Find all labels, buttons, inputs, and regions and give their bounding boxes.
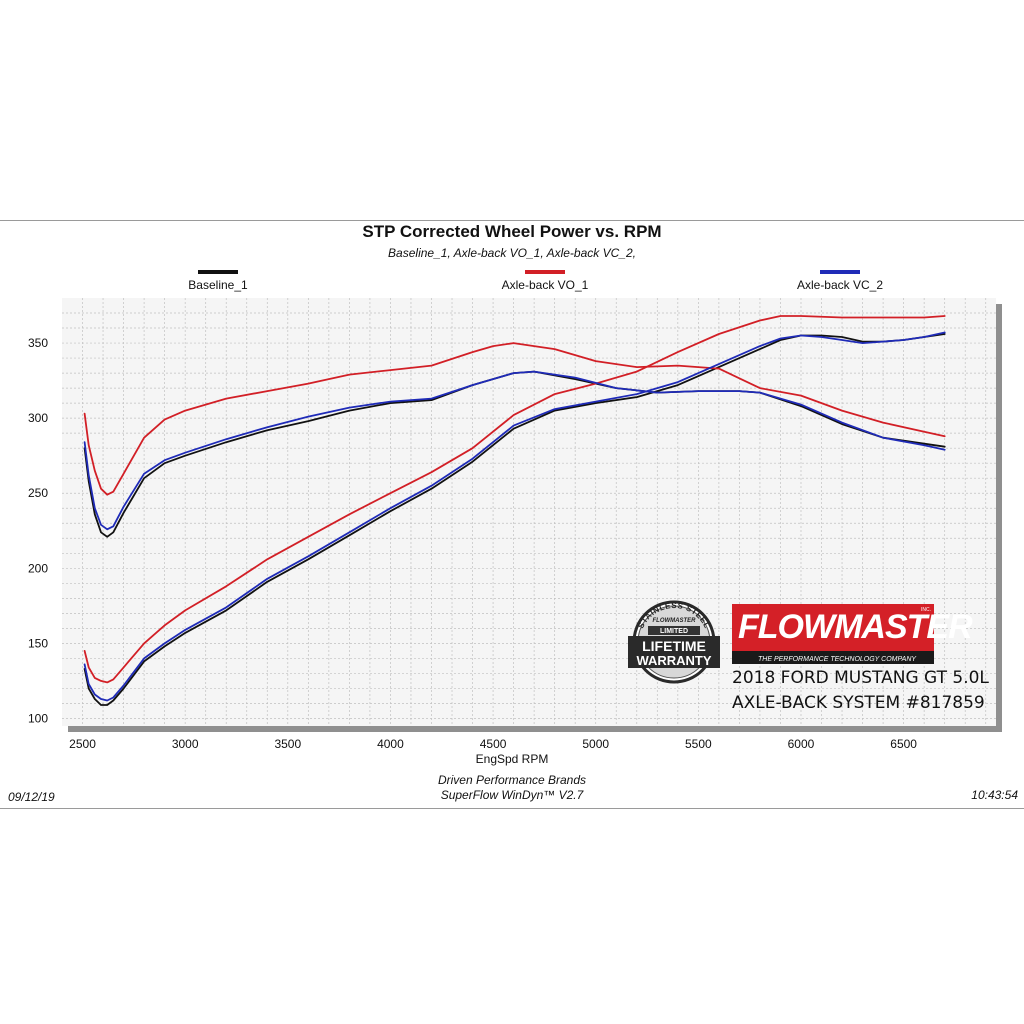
- legend-item-vo1: Axle-back VO_1: [470, 270, 620, 292]
- footer-company: Driven Performance Brands: [437, 773, 587, 787]
- x-tick-label: 3000: [172, 737, 199, 751]
- legend-label-vo1: Axle-back VO_1: [501, 278, 589, 292]
- series-line-3-power: [83, 331, 946, 702]
- x-tick-label: 3500: [274, 737, 301, 751]
- footer-software: SuperFlow WinDyn™ V2.7: [440, 788, 584, 802]
- y-tick-label: 350: [28, 336, 48, 350]
- y-tick-label: 150: [28, 636, 48, 650]
- legend-item-vc2: Axle-back VC_2: [770, 270, 910, 292]
- x-tick-label: 5000: [582, 737, 609, 751]
- y-tick-label: 250: [28, 486, 48, 500]
- x-tick-label: 6000: [788, 737, 815, 751]
- lifetime-warranty-badge: STAINLESS STEEL FLOWMASTER LIMITED LIFET…: [628, 600, 720, 684]
- logo-word: FLOWMASTER: [738, 608, 973, 646]
- legend-label-baseline: Baseline_1: [188, 278, 248, 292]
- x-tick-label: 2500: [69, 737, 96, 751]
- badge-brand-text: FLOWMASTER: [653, 618, 697, 624]
- x-tick-label: 4000: [377, 737, 404, 751]
- vehicle-caption: 2018 FORD MUSTANG GT 5.0L: [732, 668, 989, 688]
- legend-swatch-baseline: [198, 270, 238, 274]
- flowmaster-logo: FLOWMASTER INC. THE PERFORMANCE TECHNOLO…: [732, 604, 973, 664]
- badge-limited-text: LIMITED: [660, 628, 688, 635]
- series-line-2-power: [83, 315, 946, 684]
- legend-item-baseline: Baseline_1: [178, 270, 258, 292]
- legend-swatch-vc2: [820, 270, 860, 274]
- footer-date: 09/12/19: [8, 790, 55, 804]
- legend-label-vc2: Axle-back VC_2: [796, 278, 884, 292]
- x-axis-label: EngSpd RPM: [475, 752, 549, 766]
- y-tick-label: 100: [28, 711, 48, 725]
- top-rule: [0, 220, 1024, 221]
- badge-line1-text: LIFETIME: [642, 638, 706, 654]
- y-tick-label: 300: [28, 411, 48, 425]
- series-line-3-torque: [83, 370, 946, 531]
- badge-line2-text: WARRANTY: [636, 653, 711, 668]
- logo-mark: INC.: [921, 607, 931, 613]
- series-line-1-torque: [83, 370, 946, 538]
- x-tick-label: 6500: [890, 737, 917, 751]
- x-tick-label: 5500: [685, 737, 712, 751]
- footer-time: 10:43:54: [971, 788, 1018, 802]
- chart-subtitle: Baseline_1, Axle-back VO_1, Axle-back VC…: [388, 246, 636, 260]
- system-caption: AXLE-BACK SYSTEM #817859: [732, 693, 985, 713]
- bottom-rule: [0, 808, 1024, 809]
- chart-title: STP Corrected Wheel Power vs. RPM: [362, 222, 662, 241]
- logo-tagline: THE PERFORMANCE TECHNOLOGY COMPANY: [758, 656, 917, 663]
- x-tick-label: 4500: [480, 737, 507, 751]
- y-tick-label: 200: [28, 561, 48, 575]
- legend-swatch-vo1: [525, 270, 565, 274]
- series-line-2-torque: [83, 342, 946, 496]
- series-line-1-power: [83, 333, 946, 706]
